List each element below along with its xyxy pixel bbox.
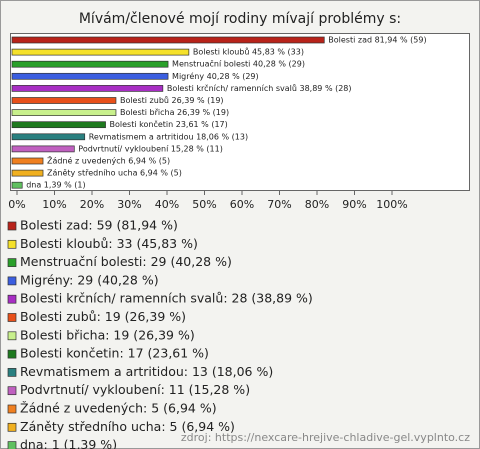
bar: [11, 121, 106, 129]
value-label: Bolesti krčních/ ramenních svalů 38,89 %…: [167, 83, 352, 93]
bar: [11, 145, 75, 153]
legend-swatch: [7, 422, 17, 432]
bar: [11, 48, 190, 56]
legend-swatch: [7, 386, 17, 396]
value-label: Bolesti břicha 26,39 % (19): [120, 108, 229, 117]
value-label: Bolesti končetin 23,61 % (17): [110, 119, 228, 129]
legend-label: Menstruační bolesti: 29 (40,28 %): [20, 254, 232, 269]
value-label: Žádné z uvedených 6,94 % (5): [47, 155, 170, 166]
source: zdroj: https://nexcare-hrejive-chladive-…: [181, 431, 470, 444]
x-tick-label: 20%: [80, 198, 104, 211]
legend-label: Revmatismem a artritidou: 13 (18,06 %): [20, 364, 273, 379]
x-tick-label: 80%: [305, 198, 329, 211]
legend-swatch: [7, 294, 17, 304]
legend-swatch: [7, 349, 17, 359]
legend-label: Bolesti krčních/ ramenních svalů: 28 (38…: [20, 291, 313, 306]
legend-label: Bolesti zubů: 19 (26,39 %): [20, 309, 186, 324]
legend-label: Bolesti zad: 59 (81,94 %): [20, 218, 178, 233]
value-label: Podvrtnutí/ vykloubení 15,28 % (11): [78, 144, 223, 153]
legend-label: Záněty středního ucha: 5 (6,94 %): [20, 419, 235, 434]
x-tick-label: 40%: [155, 198, 179, 211]
bar: [11, 157, 44, 165]
legend-label: Bolesti břicha: 19 (26,39 %): [20, 327, 195, 342]
legend-swatch: [7, 441, 17, 449]
bar: [11, 181, 23, 189]
legend-swatch: [7, 331, 17, 341]
legend-swatch: [7, 313, 17, 322]
bar: [11, 109, 117, 116]
chart-title: Mívám/členové mojí rodiny mívají problém…: [79, 11, 401, 27]
value-label: dna 1,39 % (1): [26, 181, 85, 190]
legend-swatch: [7, 221, 17, 231]
value-label: Bolesti zubů 26,39 % (19): [120, 95, 224, 105]
value-label: Menstruační bolesti 40,28 % (29): [172, 59, 305, 69]
bar: [11, 169, 44, 177]
legend-label: Podvrtnutí/ vykloubení: 11 (15,28 %): [20, 382, 250, 397]
x-tick-label: 90%: [342, 198, 366, 211]
legend-label: Bolesti končetin: 17 (23,61 %): [20, 346, 209, 361]
value-label: Bolesti zad 81,94 % (59): [328, 36, 426, 45]
legend-label: dna: 1 (1,39 %): [20, 437, 117, 449]
x-tick-label: 70%: [267, 198, 291, 211]
legend-swatch: [7, 276, 17, 286]
value-label: Bolesti kloubů 45,83 % (33): [193, 47, 304, 57]
x-tick-label: 100%: [376, 198, 407, 211]
bar: [11, 72, 169, 80]
bar: [11, 133, 86, 141]
x-tick-label: 30%: [117, 198, 141, 211]
value-label: Migrény 40,28 % (29): [172, 71, 259, 81]
legend-label: Migrény: 29 (40,28 %): [20, 272, 159, 287]
legend-swatch: [7, 239, 17, 249]
legend-swatch: [7, 258, 17, 267]
x-tick-label: 50%: [192, 198, 216, 211]
bar: [11, 60, 169, 68]
bar: [11, 97, 117, 104]
x-tick-label: 10%: [42, 198, 66, 211]
bar: [11, 85, 164, 92]
legend-swatch: [7, 404, 17, 414]
value-label: Záněty středního ucha 6,94 % (5): [47, 169, 182, 178]
bar: [11, 36, 325, 44]
legend-swatch: [7, 368, 17, 377]
legend-label: Žádné z uvedených: 5 (6,94 %): [20, 401, 217, 416]
x-tick-label: 60%: [230, 198, 254, 211]
legend-label: Bolesti kloubů: 33 (45,83 %): [20, 236, 198, 251]
x-tick-label: 0%: [8, 198, 25, 211]
value-label: Revmatismem a artritidou 18,06 % (13): [89, 132, 248, 141]
